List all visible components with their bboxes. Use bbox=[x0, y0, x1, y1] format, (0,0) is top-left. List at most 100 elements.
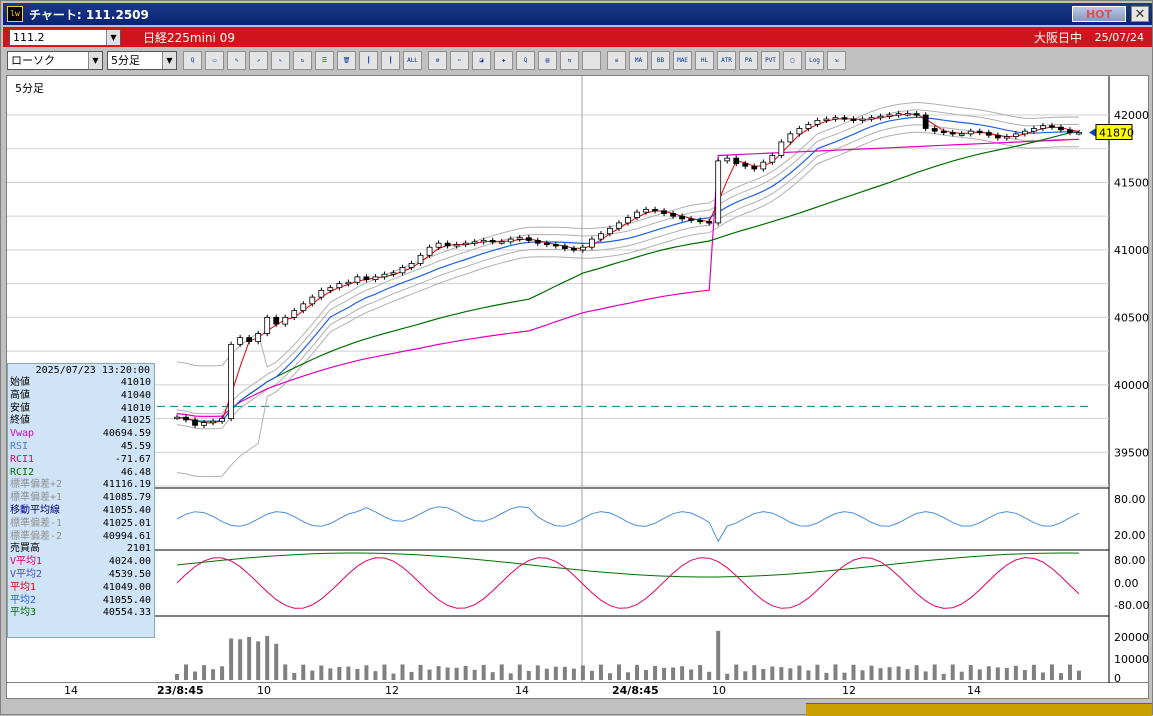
bb-icon[interactable]: BB bbox=[651, 50, 670, 70]
interval-select[interactable]: 5分足 ▼ bbox=[107, 50, 177, 70]
candle-body bbox=[1067, 129, 1073, 133]
volume-bar bbox=[346, 666, 351, 680]
atr-icon[interactable]: ATR bbox=[717, 50, 736, 70]
ma-icon[interactable]: MA bbox=[629, 50, 648, 70]
pen-icon[interactable]: ✎ bbox=[227, 50, 246, 70]
box-icon[interactable]: □ bbox=[783, 50, 802, 70]
settings-icon[interactable]: ⚙ bbox=[428, 50, 447, 70]
candle-body bbox=[210, 420, 216, 424]
chart-type-select[interactable]: ローソク ▼ bbox=[7, 50, 103, 70]
info-value: 41116.19 bbox=[102, 479, 151, 491]
info-label: V平均2 bbox=[10, 568, 43, 580]
volume-bar bbox=[229, 638, 234, 680]
candle-body bbox=[390, 272, 397, 275]
info-label: RCI2 bbox=[10, 466, 35, 478]
mark-icon[interactable]: ✚ bbox=[494, 50, 513, 70]
x-tick-label: 14 bbox=[64, 684, 78, 697]
volume-bar bbox=[932, 664, 937, 680]
volume-bar bbox=[680, 666, 685, 680]
pa-icon[interactable]: PA bbox=[739, 50, 758, 70]
info-row: 標準偏差+2 41116.19 bbox=[8, 479, 154, 492]
compare-icon[interactable]: ⇆ bbox=[560, 50, 579, 70]
candle-body bbox=[426, 246, 433, 256]
mae-icon[interactable]: MAE bbox=[673, 50, 692, 70]
chart-svg[interactable]: 42000 41500 41000 40500 40000 39500 41870 80.00… bbox=[7, 76, 1150, 684]
current-price-box bbox=[1095, 124, 1133, 141]
window-icon[interactable]: ▭ bbox=[205, 50, 224, 70]
info-label: RSI bbox=[10, 440, 29, 452]
candle-body bbox=[643, 209, 649, 213]
trash-icon[interactable]: 🗑 bbox=[337, 50, 356, 70]
candle-body bbox=[715, 160, 722, 224]
volume-bar bbox=[896, 666, 901, 680]
session-date: 25/07/24 bbox=[1094, 30, 1144, 44]
info-row: 終値 41025 bbox=[8, 415, 154, 428]
hot-button[interactable]: HOT bbox=[1072, 6, 1126, 22]
candle-body bbox=[832, 117, 839, 120]
export-icon[interactable]: ⇲ bbox=[827, 50, 846, 70]
volume-tick-label: 0 bbox=[1114, 672, 1121, 684]
candle-body bbox=[850, 118, 857, 121]
volume-bar bbox=[716, 630, 721, 680]
chart-icon[interactable]: ▤ bbox=[538, 50, 557, 70]
status-strip bbox=[806, 703, 1152, 716]
market-name: 大阪日中 bbox=[1033, 30, 1082, 45]
blank-icon[interactable] bbox=[582, 50, 601, 70]
volume-bar bbox=[842, 672, 847, 680]
title-bar[interactable]: lw チャート: 111.2509 HOT ✕ bbox=[3, 3, 1152, 25]
volume-bar bbox=[301, 664, 306, 680]
candle-body bbox=[859, 118, 866, 121]
candle-body bbox=[336, 283, 343, 289]
candle-body bbox=[589, 238, 595, 248]
trend-icon[interactable]: ↗ bbox=[249, 50, 268, 70]
volume-bar bbox=[445, 667, 450, 680]
bar2-icon[interactable]: ┃ bbox=[381, 50, 400, 70]
volume-bar bbox=[959, 671, 964, 680]
candle-body bbox=[1012, 133, 1019, 137]
all-icon[interactable]: ALL bbox=[403, 50, 422, 70]
memo-icon[interactable]: ☰ bbox=[315, 50, 334, 70]
volume-bar bbox=[977, 669, 982, 680]
zoom-icon[interactable]: Q bbox=[183, 50, 202, 70]
candle-body bbox=[255, 333, 262, 343]
chart-area[interactable]: 42000 41500 41000 40500 40000 39500 41870 80.00… bbox=[6, 75, 1150, 684]
volume-bar bbox=[508, 673, 513, 680]
interval-value: 5分足 bbox=[111, 53, 140, 67]
vol-icon[interactable]: ≡ bbox=[607, 50, 626, 70]
candle-body bbox=[580, 246, 586, 251]
candle-body bbox=[399, 267, 406, 274]
info-row: 高値 41040 bbox=[8, 390, 154, 403]
candle-body bbox=[264, 316, 271, 334]
candle-body bbox=[516, 237, 523, 240]
color-icon[interactable]: ◪ bbox=[472, 50, 491, 70]
x-tick-label: 10 bbox=[712, 684, 726, 697]
volume-bar bbox=[292, 672, 297, 680]
candle-body bbox=[498, 241, 505, 244]
chevron-down-icon[interactable]: ▼ bbox=[162, 51, 176, 69]
search-icon[interactable]: Q bbox=[516, 50, 535, 70]
volume-bar bbox=[797, 665, 802, 680]
close-button[interactable]: ✕ bbox=[1131, 6, 1149, 22]
candle-body bbox=[174, 416, 180, 420]
volume-bar bbox=[571, 668, 576, 680]
chevron-down-icon[interactable]: ▼ bbox=[88, 51, 102, 69]
toolbar: ローソク ▼ 5分足 ▼ Q ▭ ✎ ↗ ↖ ↻ ☰ 🗑 ┃ ┃ ALL ⚙ ✂ ◪ ✚ Q ▤ ⇆ ≡ MA BB MA… bbox=[3, 48, 1152, 72]
tool-icon[interactable]: ✂ bbox=[450, 50, 469, 70]
info-row: 始値 41010 bbox=[8, 377, 154, 390]
candle-body bbox=[922, 114, 929, 129]
price-tick-label: 40000 bbox=[1114, 379, 1149, 392]
info-value: 40694.59 bbox=[102, 428, 151, 440]
hl-icon[interactable]: HL bbox=[695, 50, 714, 70]
cursor-icon[interactable]: ↖ bbox=[271, 50, 290, 70]
volume-bar bbox=[644, 669, 649, 680]
chevron-down-icon[interactable]: ▼ bbox=[106, 29, 120, 45]
candle-body bbox=[607, 227, 613, 235]
candle-body bbox=[372, 276, 379, 280]
volume-bar bbox=[238, 639, 243, 680]
log-icon[interactable]: Log bbox=[805, 50, 824, 70]
candle-body bbox=[282, 316, 289, 325]
bar-icon[interactable]: ┃ bbox=[359, 50, 378, 70]
symbol-combo[interactable]: 111.2 ▼ bbox=[9, 28, 121, 46]
redo-icon[interactable]: ↻ bbox=[293, 50, 312, 70]
pvt-icon[interactable]: PVT bbox=[761, 50, 780, 70]
